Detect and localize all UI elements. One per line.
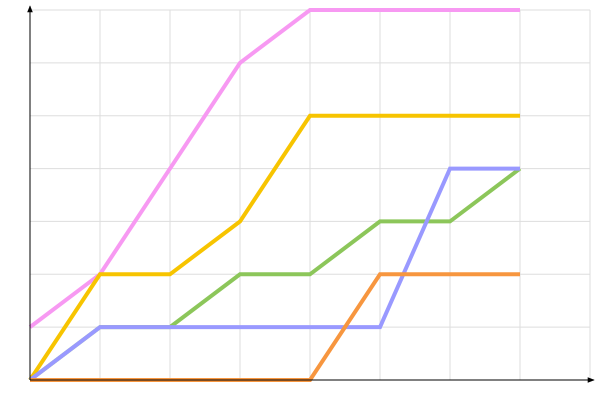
- lines: [28, 8, 522, 382]
- grid: [29, 9, 591, 381]
- series-line: [28, 113, 520, 382]
- series-line: [28, 8, 520, 329]
- series-line: [28, 166, 520, 382]
